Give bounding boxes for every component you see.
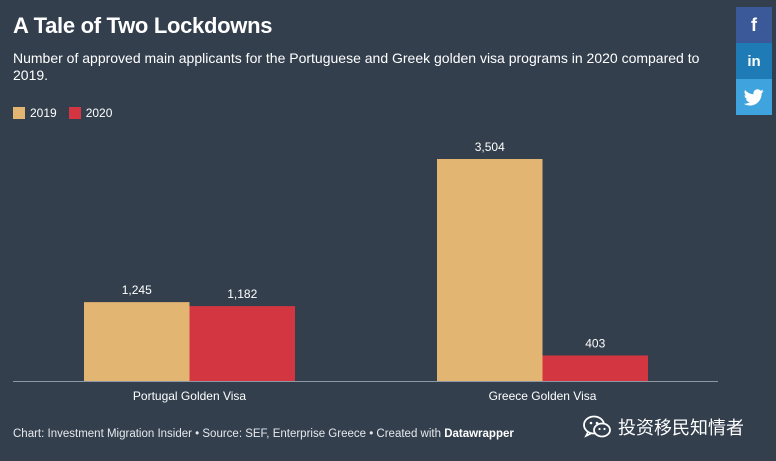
- legend-item-2019: 2019: [13, 106, 57, 120]
- bar-2019-portugal: [84, 302, 190, 381]
- bar-2020-greece: [542, 355, 648, 381]
- footer-source: Chart: Investment Migration Insider • So…: [13, 428, 445, 440]
- legend-swatch-2020: [68, 107, 81, 119]
- legend-label-2020: 2020: [85, 106, 113, 120]
- chart-subtitle: Number of approved main applicants for t…: [13, 50, 700, 83]
- footer-tool-link[interactable]: Datawrapper: [444, 428, 514, 440]
- bar-2020-portugal: [189, 306, 295, 381]
- chart-title: A Tale of Two Lockdowns: [13, 13, 273, 38]
- legend: 2019 2020: [13, 106, 112, 120]
- watermark-text: 投资移民知情者: [618, 418, 744, 439]
- linkedin-icon: in: [747, 52, 761, 70]
- twitter-bird-icon: [744, 88, 764, 105]
- category-label-greece: Greece Golden Visa: [489, 389, 597, 403]
- data-label-2020-portugal: 1,182: [227, 287, 257, 301]
- data-label-2019-portugal: 1,245: [122, 283, 152, 297]
- category-label-portugal: Portugal Golden Visa: [133, 389, 247, 403]
- linkedin-share-button[interactable]: in: [736, 43, 772, 79]
- chart-footer: Chart: Investment Migration Insider • So…: [13, 428, 514, 440]
- twitter-share-button[interactable]: [736, 79, 772, 115]
- legend-swatch-2019: [13, 107, 25, 119]
- legend-label-2019: 2019: [30, 106, 57, 120]
- data-label-2019-greece: 3,504: [475, 140, 505, 154]
- facebook-share-button[interactable]: f: [736, 7, 772, 43]
- social-share-bar: f in: [736, 7, 772, 115]
- legend-item-2020: 2020: [68, 106, 113, 120]
- facebook-icon: f: [751, 14, 757, 35]
- watermark: 投资移民知情者: [582, 414, 744, 440]
- bar-2019-greece: [437, 159, 543, 381]
- data-label-2020-greece: 403: [585, 336, 605, 350]
- wechat-icon: [583, 415, 611, 438]
